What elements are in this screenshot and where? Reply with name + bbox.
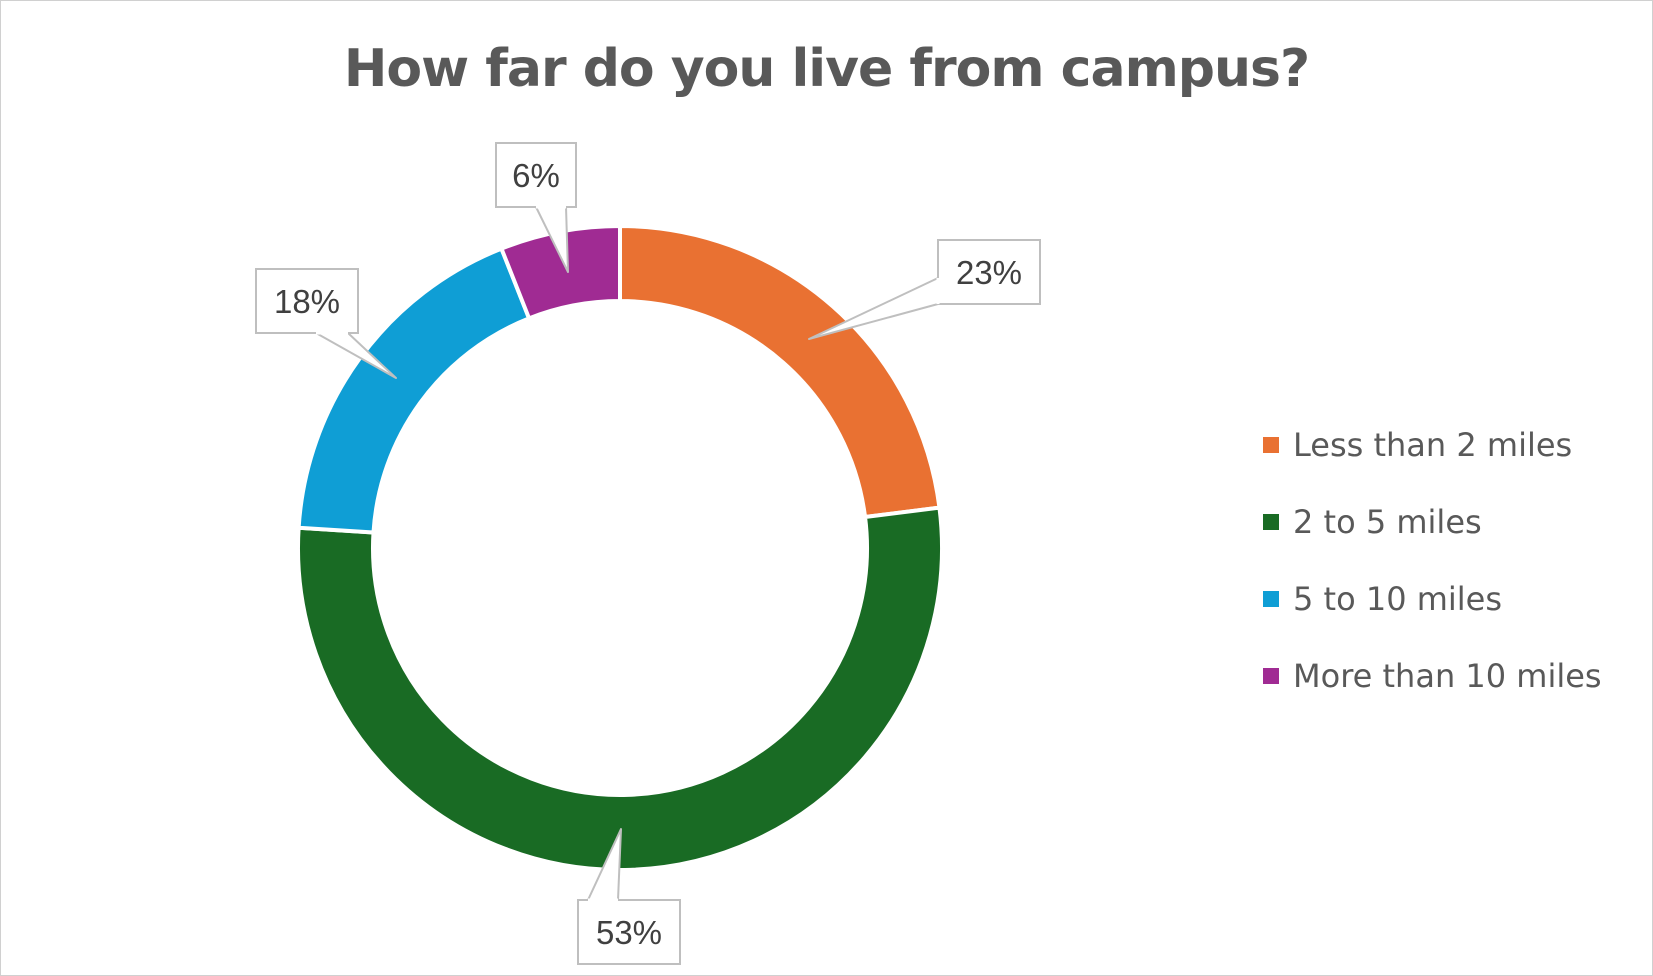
data-labels: 23% 53% 18% 6% bbox=[255, 142, 1041, 965]
data-label-less-than-2-miles: 23% bbox=[808, 239, 1041, 340]
legend-item-less-than-2-miles: Less than 2 miles bbox=[1263, 406, 1602, 483]
data-label-pointer bbox=[808, 277, 939, 340]
data-label-box bbox=[937, 239, 1041, 305]
data-label-pointer bbox=[587, 828, 622, 901]
data-label-box bbox=[577, 899, 681, 965]
legend-label: 2 to 5 miles bbox=[1293, 502, 1482, 541]
legend-swatch bbox=[1263, 590, 1279, 607]
chart-title: How far do you live from campus? bbox=[343, 39, 1310, 99]
data-label-pointer bbox=[315, 332, 397, 379]
legend-label: 5 to 10 miles bbox=[1293, 579, 1503, 618]
slice-more-than-10-miles bbox=[498, 223, 622, 321]
data-label-value: 6% bbox=[512, 157, 560, 194]
data-label-2-to-5-miles: 53% bbox=[577, 828, 681, 965]
legend: Less than 2 miles 2 to 5 miles 5 to 10 mil… bbox=[1263, 406, 1602, 714]
legend-swatch bbox=[1263, 667, 1279, 684]
legend-item-more-than-10-miles: More than 10 miles bbox=[1263, 637, 1602, 714]
data-label-value: 53% bbox=[596, 914, 662, 951]
legend-swatch bbox=[1263, 436, 1279, 453]
legend-label: More than 10 miles bbox=[1293, 656, 1602, 695]
data-label-5-to-10-miles: 18% bbox=[255, 268, 397, 379]
data-label-value: 23% bbox=[956, 254, 1022, 291]
data-label-value: 18% bbox=[274, 283, 340, 320]
legend-item-2-to-5-miles: 2 to 5 miles bbox=[1263, 483, 1602, 560]
donut-slices bbox=[296, 223, 944, 872]
slice-2-to-5-miles bbox=[296, 505, 944, 872]
legend-swatch bbox=[1263, 513, 1279, 530]
slice-less-than-2-miles bbox=[618, 223, 942, 520]
legend-item-5-to-10-miles: 5 to 10 miles bbox=[1263, 560, 1602, 637]
data-label-pointer bbox=[535, 206, 569, 273]
data-label-box bbox=[255, 268, 359, 334]
data-label-more-than-10-miles: 6% bbox=[495, 142, 577, 273]
legend-label: Less than 2 miles bbox=[1293, 425, 1573, 464]
